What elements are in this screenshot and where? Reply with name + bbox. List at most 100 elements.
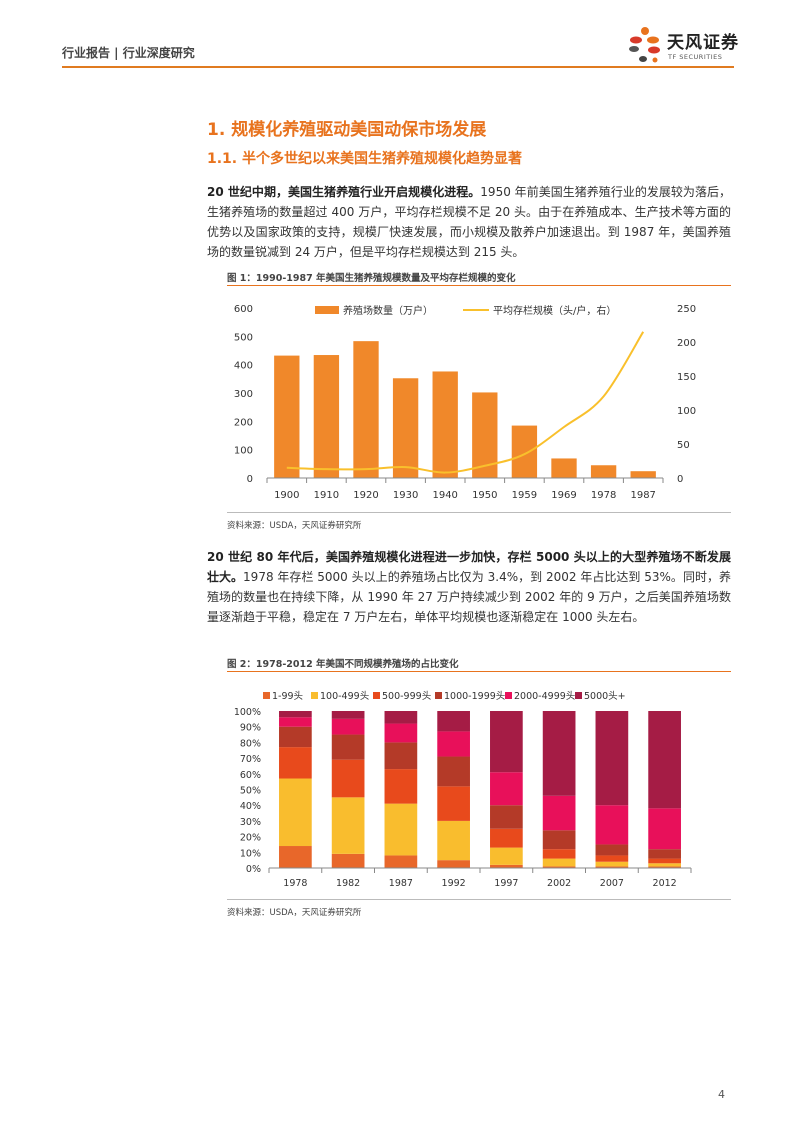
legend-label-1: 100-499头 xyxy=(320,690,369,702)
y-tick-label: 60% xyxy=(240,770,261,781)
header-divider xyxy=(62,66,734,68)
legend-label-3: 1000-1999头 xyxy=(444,690,505,702)
bar-seg-1978-5 xyxy=(279,711,312,718)
figure-2-title: 图 2：1978-2012 年美国不同规模养殖场的占比变化 xyxy=(227,659,459,670)
figure-2-chart: 1-99头 100-499头 500-999头 1000-1999头 2000-4999… xyxy=(234,690,692,889)
y2-tick-label: 150 xyxy=(677,372,696,383)
bar-seg-1982-4 xyxy=(331,718,365,735)
bar-seg-1982-1 xyxy=(331,797,365,854)
figure-1-bottom-rule xyxy=(227,512,731,513)
legend-swatch-2 xyxy=(373,692,380,699)
x-tick-label-1920: 1920 xyxy=(353,490,378,501)
legend-label-4: 2000-4999头 xyxy=(514,690,575,702)
bar-farms-1987 xyxy=(630,471,656,478)
bar-seg-1987-3 xyxy=(384,742,418,770)
legend-swatch-0 xyxy=(263,692,270,699)
legend-label-0: 1-99头 xyxy=(272,690,303,702)
bar-seg-1997-2 xyxy=(490,828,523,848)
legend-swatch-farms xyxy=(315,306,339,314)
x-tick-label-1978: 1978 xyxy=(283,878,307,889)
x-tick-label-1900: 1900 xyxy=(274,490,299,501)
bar-seg-1992-4 xyxy=(437,731,470,757)
y2-tick-label: 250 xyxy=(677,304,696,315)
bar-farms-1978 xyxy=(590,465,617,478)
bar-farms-1940 xyxy=(432,371,458,478)
bar-seg-1997-0 xyxy=(490,864,523,868)
bar-farms-1900 xyxy=(274,355,300,478)
legend-swatch-1 xyxy=(311,692,318,699)
bar-seg-2007-0 xyxy=(595,866,629,868)
y-tick-label: 0% xyxy=(246,864,261,875)
bar-farms-1910 xyxy=(313,355,340,478)
legend-label-farms: 养殖场数量（万户） xyxy=(343,304,433,317)
legend-label-avg: 平均存栏规模（头/户，右） xyxy=(493,304,616,317)
y-tick-label: 100% xyxy=(234,707,261,718)
figure-2-source: 资料来源：USDA，天风证券研究所 xyxy=(227,908,362,918)
bar-seg-1978-1 xyxy=(279,778,312,847)
y-tick-label: 40% xyxy=(240,801,261,812)
y-tick-label: 600 xyxy=(234,304,253,315)
line-avg-herd-size xyxy=(286,331,645,474)
bar-seg-1978-0 xyxy=(279,846,312,868)
y2-tick-label: 100 xyxy=(677,406,696,417)
y-tick-label: 300 xyxy=(234,389,253,400)
bar-seg-1987-1 xyxy=(384,803,418,856)
x-tick-label-1992: 1992 xyxy=(442,878,466,889)
legend-swatch-5 xyxy=(575,692,582,699)
figure-2-top-rule xyxy=(227,671,731,672)
bar-seg-2007-3 xyxy=(595,844,629,856)
legend-label-5: 5000头+ xyxy=(584,690,626,702)
logo-text: 天风证券 xyxy=(667,33,739,53)
bar-seg-2002-3 xyxy=(542,830,576,850)
bar-seg-2002-5 xyxy=(542,711,576,796)
paragraph-2-lead: 20 世纪 80 年代后，美国养殖规模化进程进一步加快，存栏 5000 头以上的… xyxy=(207,550,731,584)
bar-seg-2007-5 xyxy=(595,711,629,806)
y-tick-label: 400 xyxy=(234,361,253,372)
bar-seg-2012-1 xyxy=(648,863,681,867)
bar-seg-2002-4 xyxy=(542,795,576,831)
paragraph-1: 20 世纪中期，美国生猪养殖行业开启规模化进程。1950 年前美国生猪养殖行业的… xyxy=(207,182,731,262)
y-tick-label: 0 xyxy=(247,474,253,485)
y-tick-label: 80% xyxy=(240,738,261,749)
bar-seg-1992-0 xyxy=(437,860,470,868)
page-number: 4 xyxy=(718,1088,725,1101)
x-tick-label-1940: 1940 xyxy=(432,490,457,501)
legend-swatch-4 xyxy=(505,692,512,699)
figure-1-source: 资料来源：USDA，天风证券研究所 xyxy=(227,521,362,531)
bar-seg-2007-4 xyxy=(595,805,629,845)
logo-subtext: TF SECURITIES xyxy=(668,53,723,61)
x-tick-label-1987: 1987 xyxy=(389,878,413,889)
bar-seg-2012-4 xyxy=(648,808,681,850)
paragraph-1-lead: 20 世纪中期，美国生猪养殖行业开启规模化进程。 xyxy=(207,185,481,199)
y-tick-label: 30% xyxy=(240,817,261,828)
y-tick-label: 10% xyxy=(240,848,261,859)
x-tick-label-1987: 1987 xyxy=(630,490,655,501)
y2-tick-label: 0 xyxy=(677,474,683,485)
paragraph-2-body: 1978 年存栏 5000 头以上的养殖场占比仅为 3.4%，到 2002 年占… xyxy=(207,570,731,624)
x-tick-label-1959: 1959 xyxy=(512,490,537,501)
bar-seg-1992-5 xyxy=(437,711,470,732)
legend-label-2: 500-999头 xyxy=(382,690,431,702)
bar-seg-1997-5 xyxy=(490,711,523,773)
y-tick-label: 70% xyxy=(240,754,261,765)
figure-2-bottom-rule xyxy=(227,899,731,900)
bar-seg-1987-2 xyxy=(384,769,418,804)
bar-seg-2007-1 xyxy=(595,861,629,867)
paragraph-1-body: 1950 年前美国生猪养殖行业的发展较为落后，生猪养殖场的数量超过 400 万户… xyxy=(207,185,731,259)
report-category-header: 行业报告 | 行业深度研究 xyxy=(62,46,195,60)
bar-seg-1987-5 xyxy=(384,711,418,724)
subsection-heading: 1.1. 半个多世纪以来美国生猪养殖规模化趋势显著 xyxy=(207,151,522,167)
x-tick-label-1950: 1950 xyxy=(472,490,497,501)
bar-seg-1982-3 xyxy=(331,734,365,760)
bar-seg-1997-4 xyxy=(490,772,523,806)
x-tick-label-2002: 2002 xyxy=(547,878,571,889)
bar-seg-2002-2 xyxy=(542,849,576,859)
bar-seg-1987-4 xyxy=(384,723,418,743)
bar-seg-1982-0 xyxy=(331,853,365,868)
y-tick-label: 500 xyxy=(234,332,253,343)
y-tick-label: 100 xyxy=(234,446,253,457)
bar-seg-1997-1 xyxy=(490,847,523,865)
bar-seg-1992-2 xyxy=(437,786,470,821)
bar-seg-1997-3 xyxy=(490,805,523,829)
x-tick-label-2012: 2012 xyxy=(653,878,677,889)
